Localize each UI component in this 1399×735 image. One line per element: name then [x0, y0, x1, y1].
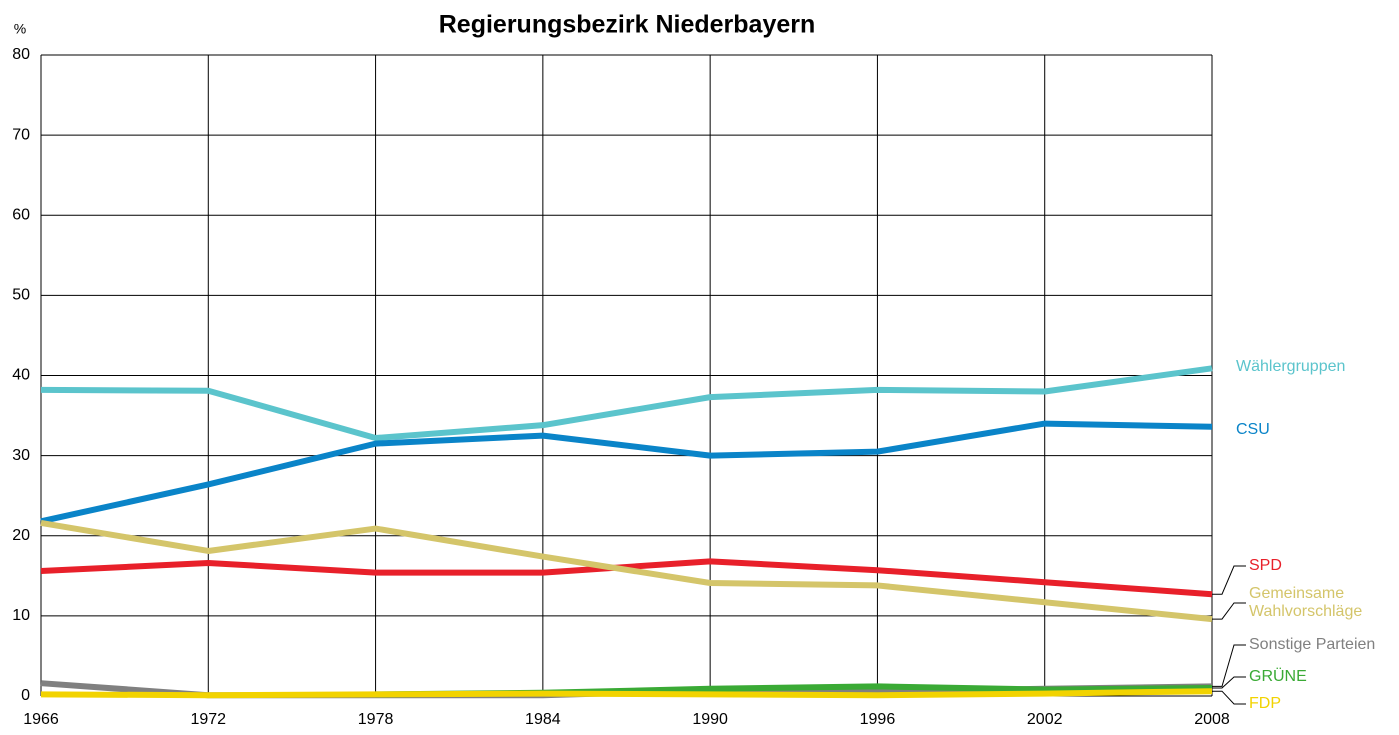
y-tick-label: 20	[12, 527, 30, 544]
chart-title: Regierungsbezirk Niederbayern	[439, 11, 816, 39]
legend-label-line: Gemeinsame	[1249, 585, 1344, 602]
leader-line	[1212, 602, 1246, 620]
series-line	[40, 558, 1213, 598]
legend-label: Wählergruppen	[1236, 358, 1345, 375]
legend-label: FDP	[1249, 695, 1281, 712]
series-line	[40, 519, 1213, 623]
y-axis-label: %	[14, 21, 26, 37]
y-tick-label: 30	[12, 447, 30, 464]
series-line	[40, 365, 1213, 441]
series-line	[40, 688, 1213, 699]
leader-line	[1212, 676, 1246, 689]
x-tick-label: 1966	[23, 711, 59, 728]
y-tick-label: 10	[12, 607, 30, 624]
legend-label-line: Wahlvorschläge	[1249, 603, 1362, 620]
x-tick-label: 2008	[1194, 711, 1230, 728]
x-tick-label: 2002	[1027, 711, 1063, 728]
leader-line	[1212, 690, 1246, 705]
x-tick-label: 1972	[190, 711, 226, 728]
x-tick-label: 1996	[860, 711, 896, 728]
leader-line	[1212, 565, 1246, 595]
y-tick-label: 50	[12, 287, 30, 304]
y-tick-label: 80	[12, 46, 30, 63]
legend-label: CSU	[1236, 421, 1270, 438]
legend-label: GRÜNE	[1249, 667, 1307, 685]
legend-label: Sonstige Parteien	[1249, 636, 1375, 653]
series-line	[40, 420, 1213, 525]
x-tick-label: 1984	[525, 711, 561, 728]
y-tick-label: 40	[12, 367, 30, 384]
y-tick-label: 70	[12, 126, 30, 143]
leader-line	[1212, 644, 1246, 687]
y-tick-label: 0	[21, 687, 30, 704]
legend-label: Gemeinsame Wahlvorschläge	[1249, 585, 1362, 620]
x-tick-label: 1978	[358, 711, 394, 728]
y-tick-label: 60	[12, 206, 30, 223]
legend-label: SPD	[1249, 557, 1282, 574]
x-tick-label: 1990	[692, 711, 728, 728]
